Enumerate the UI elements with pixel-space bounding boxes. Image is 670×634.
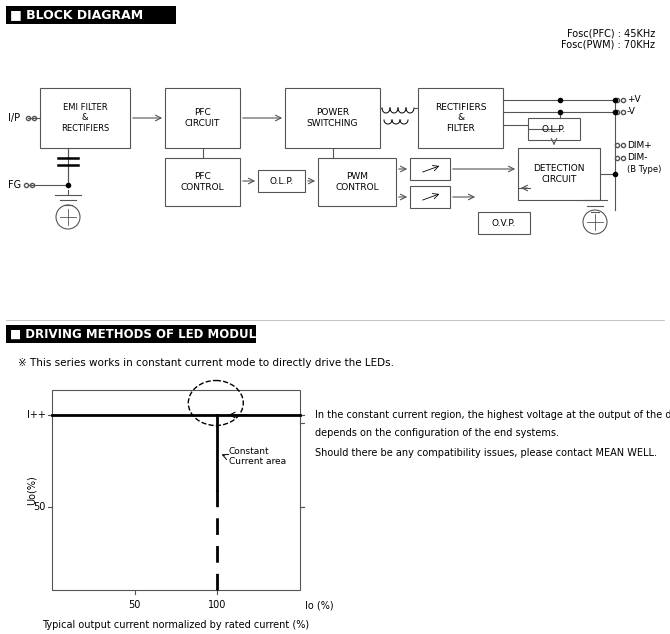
- Text: POWER
SWITCHING: POWER SWITCHING: [307, 108, 358, 127]
- Bar: [165, 158, 240, 206]
- Bar: [318, 158, 396, 206]
- Text: O.L.P.: O.L.P.: [269, 176, 293, 186]
- Text: DETECTION
CIRCUIT: DETECTION CIRCUIT: [533, 164, 585, 184]
- Text: PFC
CONTROL: PFC CONTROL: [181, 172, 224, 191]
- Bar: [285, 88, 380, 148]
- Text: ■ BLOCK DIAGRAM: ■ BLOCK DIAGRAM: [10, 8, 143, 22]
- Bar: [418, 88, 503, 148]
- Text: (B Type): (B Type): [627, 165, 661, 174]
- Text: DIM+: DIM+: [627, 141, 652, 150]
- Text: 50: 50: [129, 600, 141, 610]
- Bar: [410, 186, 450, 208]
- Bar: [52, 390, 300, 590]
- Text: ■ DRIVING METHODS OF LED MODULE: ■ DRIVING METHODS OF LED MODULE: [10, 328, 264, 340]
- Text: EMI FILTER
&
RECTIFIERS: EMI FILTER & RECTIFIERS: [61, 103, 109, 133]
- Bar: [258, 170, 305, 192]
- Text: FG: FG: [8, 180, 21, 190]
- Text: O.L.P.: O.L.P.: [542, 124, 566, 134]
- Text: Io (%): Io (%): [305, 600, 334, 610]
- Text: I/P: I/P: [8, 113, 20, 123]
- Text: PWM
CONTROL: PWM CONTROL: [335, 172, 379, 191]
- Text: Constant
Current area: Constant Current area: [229, 447, 286, 467]
- Bar: [528, 118, 580, 140]
- Text: 50: 50: [34, 501, 46, 512]
- Bar: [6, 325, 256, 343]
- Text: Should there be any compatibility issues, please contact MEAN WELL.: Should there be any compatibility issues…: [315, 448, 657, 458]
- Text: ※ This series works in constant current mode to directly drive the LEDs.: ※ This series works in constant current …: [18, 358, 394, 368]
- Text: Fosc(PFC) : 45KHz
Fosc(PWM) : 70KHz: Fosc(PFC) : 45KHz Fosc(PWM) : 70KHz: [561, 28, 655, 49]
- Text: In the constant current region, the highest voltage at the output of the driver: In the constant current region, the high…: [315, 410, 670, 420]
- Bar: [478, 212, 530, 234]
- Text: O.V.P.: O.V.P.: [492, 219, 516, 228]
- Bar: [165, 88, 240, 148]
- Bar: [40, 88, 130, 148]
- Text: I++: I++: [27, 410, 46, 420]
- Text: Uo(%): Uo(%): [27, 475, 37, 505]
- Bar: [6, 6, 176, 24]
- Text: PFC
CIRCUIT: PFC CIRCUIT: [185, 108, 220, 127]
- Bar: [518, 148, 600, 200]
- Text: RECTIFIERS
&
FILTER: RECTIFIERS & FILTER: [435, 103, 486, 133]
- Text: 100: 100: [208, 600, 226, 610]
- Text: depends on the configuration of the end systems.: depends on the configuration of the end …: [315, 428, 559, 438]
- Text: DIM-: DIM-: [627, 153, 647, 162]
- Text: +V: +V: [627, 96, 641, 105]
- Text: -V: -V: [627, 108, 636, 117]
- Text: Typical output current normalized by rated current (%): Typical output current normalized by rat…: [42, 620, 310, 630]
- Bar: [410, 158, 450, 180]
